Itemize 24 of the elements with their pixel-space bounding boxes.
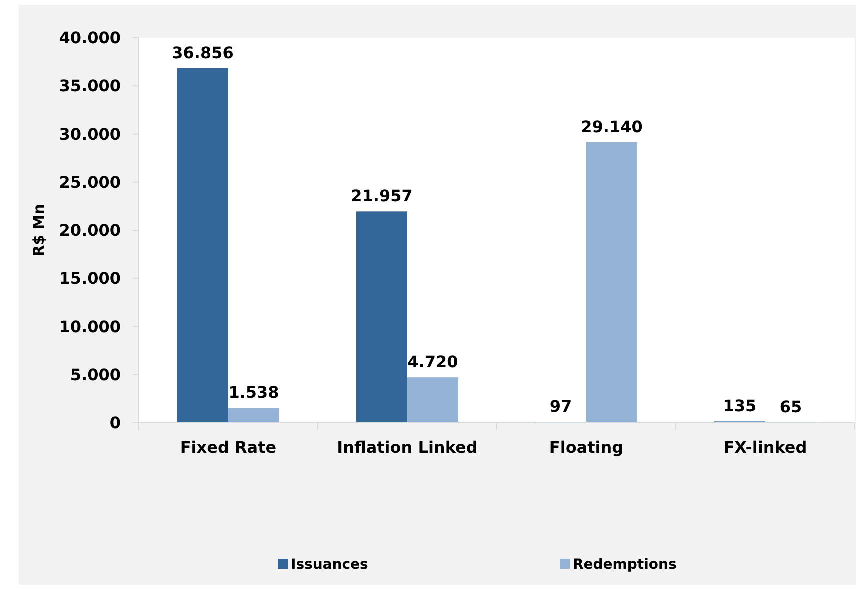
y-tick-label: 15.000 <box>59 269 121 288</box>
y-tick-label: 30.000 <box>59 124 121 144</box>
legend-label: Issuances <box>291 557 368 573</box>
data-label: 65 <box>780 397 802 416</box>
y-tick-label: 0 <box>110 414 121 433</box>
data-label: 1.538 <box>228 383 280 402</box>
data-label: 36.856 <box>172 43 234 62</box>
y-axis-title: R$ Mn <box>30 204 48 257</box>
y-tick-label: 40.000 <box>59 28 121 48</box>
y-tick-label: 5.000 <box>70 365 121 384</box>
legend-label: Redemptions <box>573 557 677 573</box>
y-tick-label: 35.000 <box>59 76 121 96</box>
data-label: 21.957 <box>351 186 413 206</box>
y-tick-label: 25.000 <box>59 172 121 192</box>
x-tick-label: FX-linked <box>724 438 808 457</box>
data-label: 4.720 <box>408 352 458 372</box>
x-tick-label: Fixed Rate <box>180 438 277 457</box>
y-tick-label: 10.000 <box>59 317 121 336</box>
x-tick-label: Inflation Linked <box>337 438 478 457</box>
data-label: 29.140 <box>581 118 643 137</box>
x-tick-label: Floating <box>549 438 624 457</box>
data-label: 135 <box>723 396 757 416</box>
data-label: 97 <box>550 397 572 416</box>
y-tick-label: 20.000 <box>59 221 121 240</box>
